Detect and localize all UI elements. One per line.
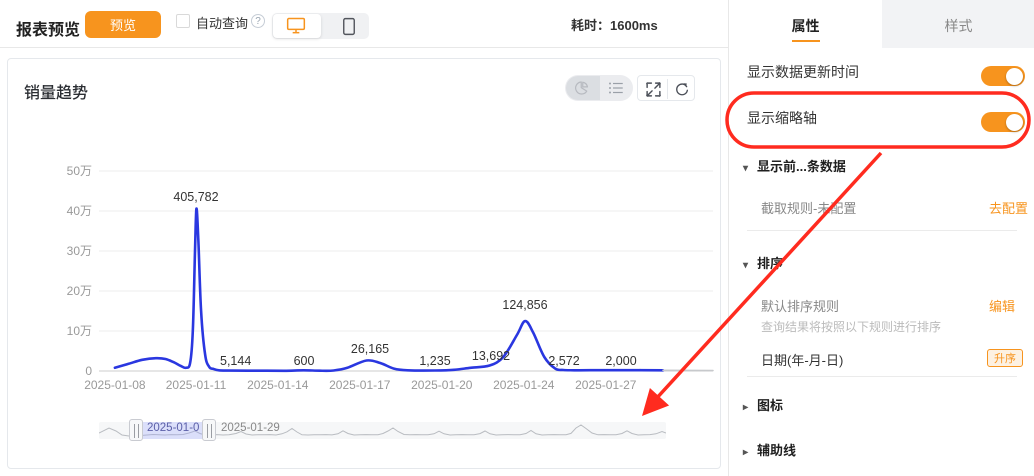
svg-text:5,144: 5,144: [220, 354, 251, 368]
svg-text:1,235: 1,235: [419, 354, 450, 368]
svg-text:10万: 10万: [67, 324, 92, 338]
svg-text:2025-01-17: 2025-01-17: [329, 378, 391, 392]
svg-text:2025-01-11: 2025-01-11: [166, 378, 227, 392]
svg-text:600: 600: [294, 354, 315, 368]
svg-text:20万: 20万: [67, 284, 92, 298]
svg-text:2025-01-24: 2025-01-24: [493, 378, 555, 392]
svg-text:405,782: 405,782: [173, 190, 218, 204]
svg-text:2025-01-14: 2025-01-14: [247, 378, 309, 392]
svg-text:2025-01-27: 2025-01-27: [575, 378, 637, 392]
svg-text:2,000: 2,000: [605, 354, 636, 368]
svg-text:2025-01-20: 2025-01-20: [411, 378, 473, 392]
svg-text:2025-01-08: 2025-01-08: [84, 378, 146, 392]
svg-text:13,692: 13,692: [472, 349, 510, 363]
svg-text:40万: 40万: [67, 204, 92, 218]
svg-text:0: 0: [85, 364, 92, 378]
svg-text:124,856: 124,856: [502, 298, 547, 312]
svg-text:2,572: 2,572: [548, 354, 579, 368]
svg-text:26,165: 26,165: [351, 342, 389, 356]
svg-text:50万: 50万: [67, 164, 92, 178]
svg-text:30万: 30万: [67, 244, 92, 258]
